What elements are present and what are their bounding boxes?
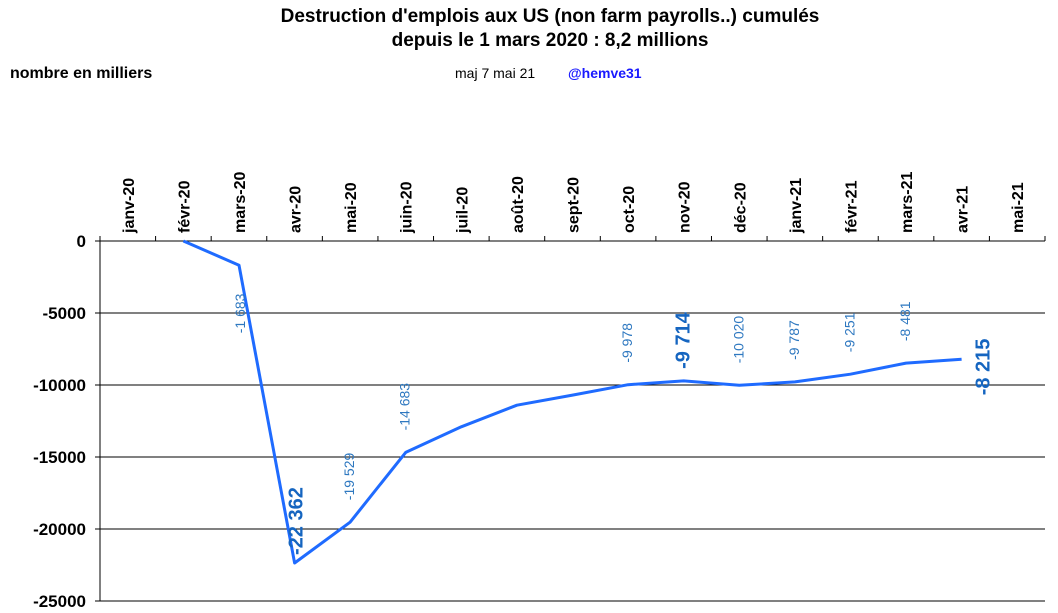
chart-title: depuis le 1 mars 2020 : 8,2 millions	[392, 30, 709, 51]
x-tick-label: mai-20	[343, 182, 360, 233]
value-label: -10 020	[730, 316, 746, 364]
x-tick-label: janv-20	[121, 178, 138, 234]
subtitle: nombre en milliers	[10, 65, 152, 82]
value-label: -8 215	[973, 339, 995, 396]
y-tick-label: -25000	[33, 592, 86, 611]
x-tick-label: juil-20	[454, 187, 471, 234]
value-label: -8 481	[897, 301, 913, 341]
x-tick-label: févr-20	[176, 180, 193, 233]
value-label: -14 683	[397, 383, 413, 431]
x-tick-label: déc-20	[732, 182, 749, 233]
x-tick-label: mars-20	[232, 172, 249, 233]
line-series	[182, 239, 962, 565]
y-tick-label: -20000	[33, 520, 86, 539]
value-label: -9 787	[786, 320, 802, 360]
value-label: -9 978	[619, 323, 635, 363]
value-label: -19 529	[341, 453, 357, 501]
value-label: -9 251	[841, 312, 857, 352]
x-tick-label: juin-20	[399, 181, 416, 234]
x-tick-label: avr-21	[955, 186, 972, 233]
x-tick-label: avr-20	[288, 186, 305, 233]
y-tick-label: -5000	[43, 304, 86, 323]
x-tick-label: août-20	[510, 176, 527, 233]
x-tick-label: oct-20	[621, 186, 638, 233]
value-label: -22 362	[286, 487, 308, 555]
author: @hemve31	[568, 65, 642, 81]
update-note: maj 7 mai 21	[455, 65, 535, 81]
y-tick-label: -15000	[33, 448, 86, 467]
x-tick-label: sept-20	[566, 177, 583, 233]
x-tick-label: nov-20	[677, 181, 694, 233]
x-tick-label: janv-21	[788, 178, 805, 234]
y-tick-label: -10000	[33, 376, 86, 395]
chart-title: Destruction d'emplois aux US (non farm p…	[281, 6, 820, 27]
x-tick-label: févr-21	[843, 180, 860, 233]
value-label: -1 683	[232, 293, 248, 333]
x-tick-label: mai-21	[1010, 182, 1027, 233]
y-tick-label: 0	[77, 232, 86, 251]
x-tick-label: mars-21	[899, 172, 916, 233]
value-label: -9 714	[673, 311, 695, 369]
